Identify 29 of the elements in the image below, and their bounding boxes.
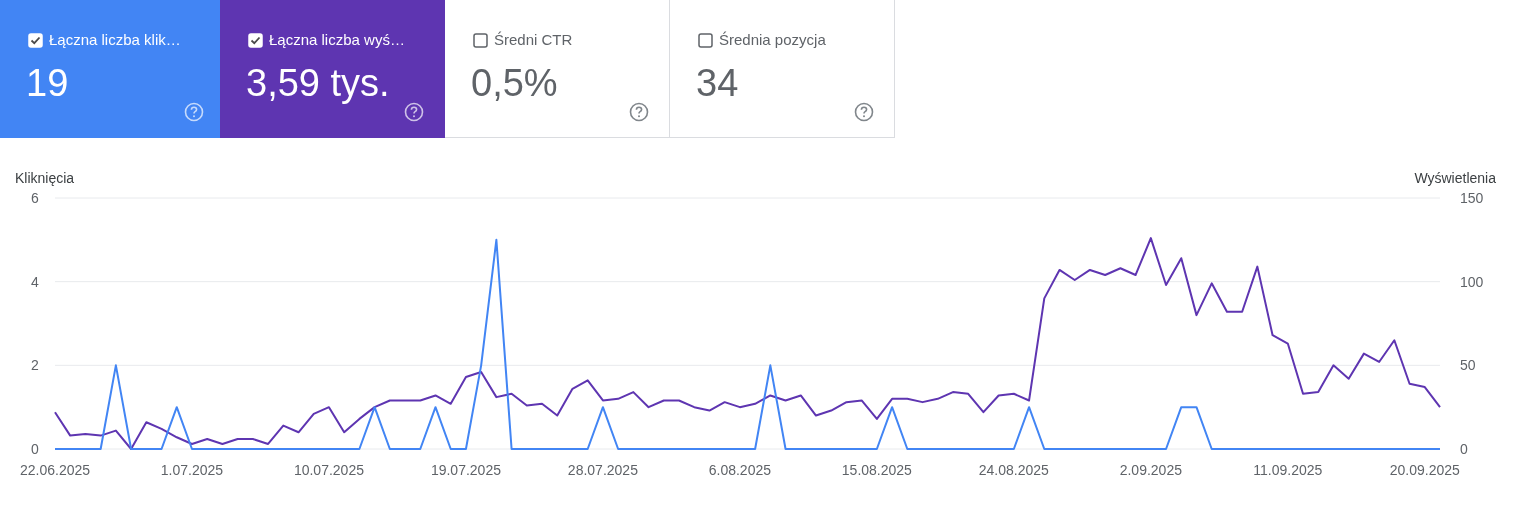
y-axis-title: Kliknięcia — [15, 170, 75, 186]
x-tick-label: 28.07.2025 — [567, 461, 639, 478]
y-tick-label: 4 — [31, 273, 40, 290]
x-tick-label: 22.06.2025 — [19, 461, 91, 478]
y2-tick-label: 100 — [1460, 273, 1484, 290]
category-label: Łączna liczba wyś… — [269, 31, 405, 48]
x-tick-label: 6.08.2025 — [708, 461, 772, 478]
y2-tick-label: 150 — [1460, 189, 1484, 206]
text: 34 — [696, 62, 739, 104]
text: 0,5% — [471, 62, 558, 104]
y-tick-label: 2 — [31, 357, 40, 374]
x-tick-label: 2.09.2025 — [1119, 461, 1183, 478]
y2-tick-label: 50 — [1460, 357, 1476, 374]
x-tick-label: 11.09.2025 — [1253, 461, 1323, 478]
y-tick-label: 0 — [31, 440, 40, 457]
x-tick-label: 20.09.2025 — [1389, 461, 1461, 478]
category-label: Średnia pozycja — [719, 31, 826, 48]
category-label: Łączna liczba klik… — [49, 31, 181, 48]
x-tick-label: 1.07.2025 — [160, 461, 224, 478]
x-tick-label: 19.07.2025 — [430, 461, 502, 478]
category-label: Średni CTR — [494, 31, 573, 48]
x-tick-label: 10.07.2025 — [293, 461, 365, 478]
y-tick-label: 6 — [31, 189, 40, 206]
x-tick-label: 15.08.2025 — [841, 461, 913, 478]
y2-tick-label: 0 — [1460, 440, 1468, 457]
text: 3,59 tys. — [246, 62, 390, 104]
x-tick-label: 24.08.2025 — [978, 461, 1050, 478]
y2-axis-title: Wyświetlenia — [1414, 170, 1496, 186]
text: 19 — [26, 62, 69, 104]
